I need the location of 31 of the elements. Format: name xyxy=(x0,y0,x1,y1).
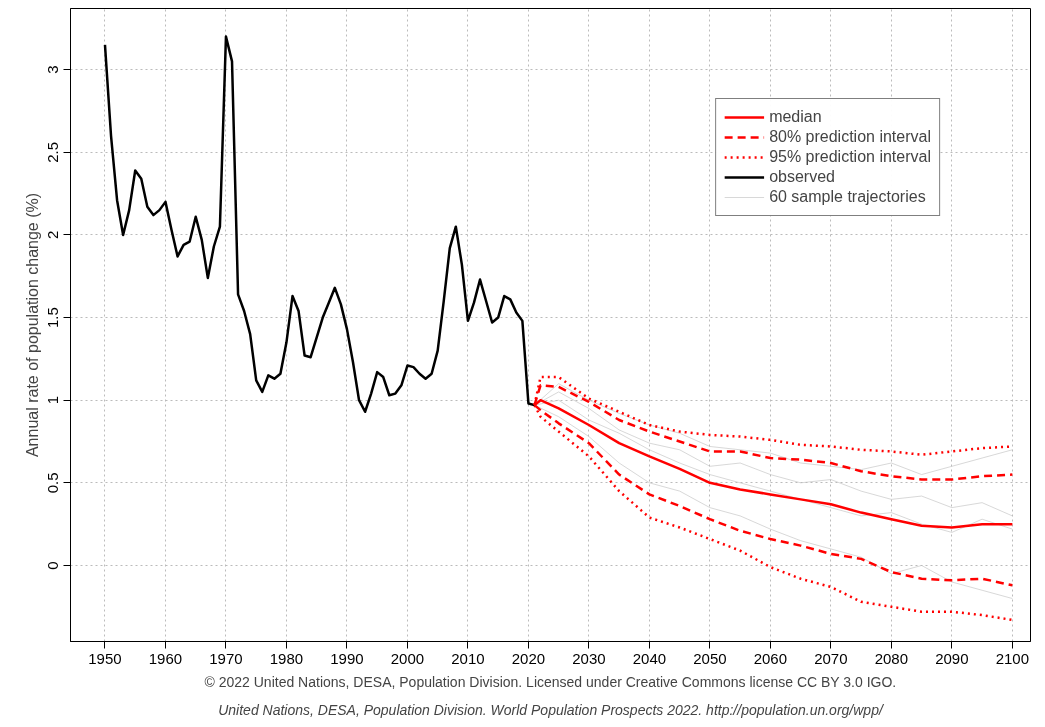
text: © 2022 United Nations, DESA, Population Division. Licensed under Creative Commons license CC BY 3.0 IGO. xyxy=(204,673,897,690)
legend-label: 95% prediction interval xyxy=(769,148,931,166)
y-axis-title: Annual rate of population change (%) xyxy=(23,192,41,458)
x-tick-label: 2070 xyxy=(814,649,848,667)
x-tick-label: 2030 xyxy=(572,649,606,667)
legend-label: observed xyxy=(769,168,835,186)
x-tick-label: 1970 xyxy=(209,649,243,667)
y-tick-label: 0 xyxy=(44,561,62,570)
x-tick-label: 2100 xyxy=(995,649,1030,667)
x-tick-label: 1960 xyxy=(148,649,183,667)
y-tick-label: 1.5 xyxy=(44,307,62,328)
x-tick-label: 2040 xyxy=(632,649,667,667)
x-tick-label: 2080 xyxy=(874,649,909,667)
y-tick-label: 0.5 xyxy=(44,472,62,494)
y-tick-label: 2 xyxy=(44,230,62,240)
x-tick-label: 2050 xyxy=(693,649,727,667)
legend-label: 80% prediction interval xyxy=(769,128,931,146)
x-tick-label: 2020 xyxy=(511,649,546,667)
x-tick-label: 2090 xyxy=(935,649,969,667)
y-tick-label: 3 xyxy=(44,65,62,74)
y-tick-label: 2.5 xyxy=(44,141,62,163)
legend-label: 60 sample trajectories xyxy=(769,188,926,206)
y-tick-label: 1 xyxy=(44,396,62,405)
x-tick-label: 2010 xyxy=(451,649,485,667)
x-tick-label: 1990 xyxy=(330,649,364,667)
x-tick-label: 2000 xyxy=(390,649,425,667)
x-tick-label: 1980 xyxy=(269,649,304,667)
legend-label: median xyxy=(769,108,822,126)
text: United Nations, DESA, Population Division. World Population Prospects 2022. http://population.un.org/wpp/ xyxy=(218,701,885,718)
x-tick-label: 1950 xyxy=(88,649,122,667)
x-tick-label: 2060 xyxy=(753,649,788,667)
